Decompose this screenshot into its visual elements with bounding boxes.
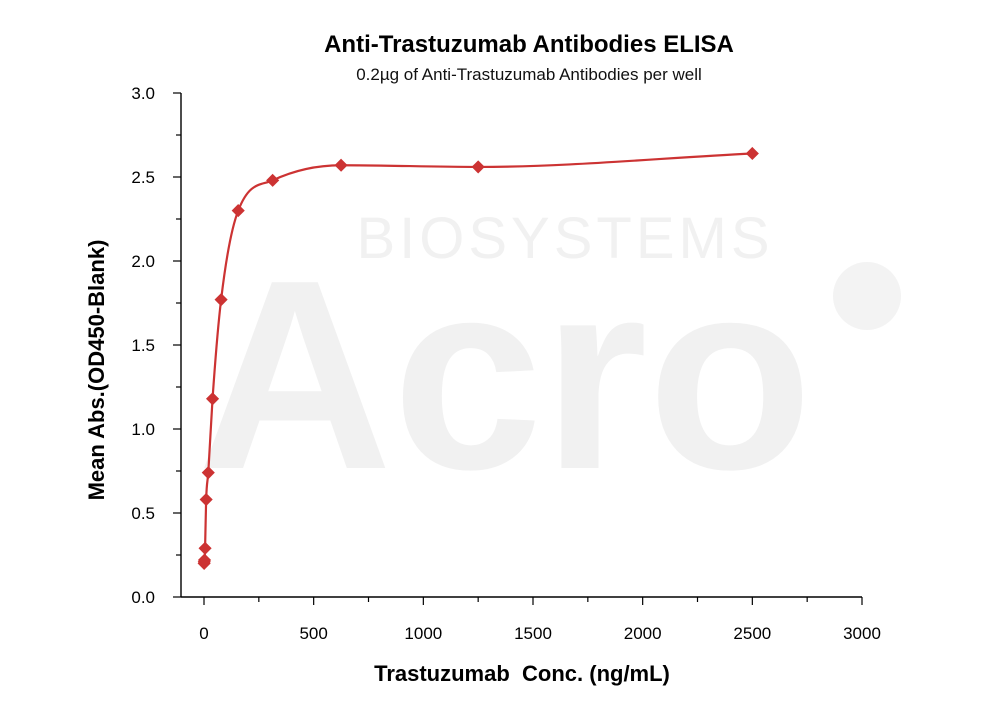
data-point-marker xyxy=(197,553,212,567)
watermark-biosystems-text: BIOSYSTEMS xyxy=(356,206,773,271)
x-tick-label: 0 xyxy=(199,624,208,643)
watermark: BIOSYSTEMS Acro xyxy=(197,206,901,526)
chart-subtitle: 0.2µg of Anti-Trastuzumab Antibodies per… xyxy=(356,65,702,84)
chart-title: Anti-Trastuzumab Antibodies ELISA xyxy=(324,31,734,58)
y-axis-title: Mean Abs.(OD450-Blank) xyxy=(84,240,109,501)
data-point-marker xyxy=(214,293,228,307)
x-axis-title: Trastuzumab Conc. (ng/mL) xyxy=(374,661,670,686)
data-point-marker xyxy=(745,146,759,161)
data-point-marker xyxy=(205,392,220,406)
x-tick-label: 500 xyxy=(299,624,327,643)
y-tick-label: 3.0 xyxy=(131,84,155,103)
x-tick-label: 1500 xyxy=(514,624,552,643)
data-point-marker xyxy=(471,160,485,174)
y-tick-label: 1.0 xyxy=(131,420,155,439)
y-tick-label: 2.0 xyxy=(131,252,155,271)
data-point-marker xyxy=(266,173,280,187)
x-axis-ticks: 0 500 1000 1500 2000 2500 3000 xyxy=(199,597,881,643)
data-point-marker xyxy=(201,466,215,480)
data-point-marker xyxy=(334,158,348,172)
x-tick-label: 2500 xyxy=(733,624,771,643)
data-point-marker xyxy=(198,541,212,555)
y-tick-label: 2.5 xyxy=(131,168,155,187)
watermark-acro-text: Acro xyxy=(197,225,812,526)
x-tick-label: 1000 xyxy=(404,624,442,643)
data-points-layer xyxy=(197,146,759,570)
x-tick-label: 3000 xyxy=(843,624,881,643)
watermark-dot-mark xyxy=(833,262,901,330)
data-point-marker xyxy=(199,492,213,507)
data-point-marker xyxy=(231,204,245,218)
y-axis-ticks: 0.0 0.5 1.0 1.5 2.0 2.5 3.0 xyxy=(131,84,181,607)
y-tick-label: 0.0 xyxy=(131,588,155,607)
y-tick-label: 1.5 xyxy=(131,336,155,355)
x-tick-label: 2000 xyxy=(624,624,662,643)
y-tick-label: 0.5 xyxy=(131,504,155,523)
